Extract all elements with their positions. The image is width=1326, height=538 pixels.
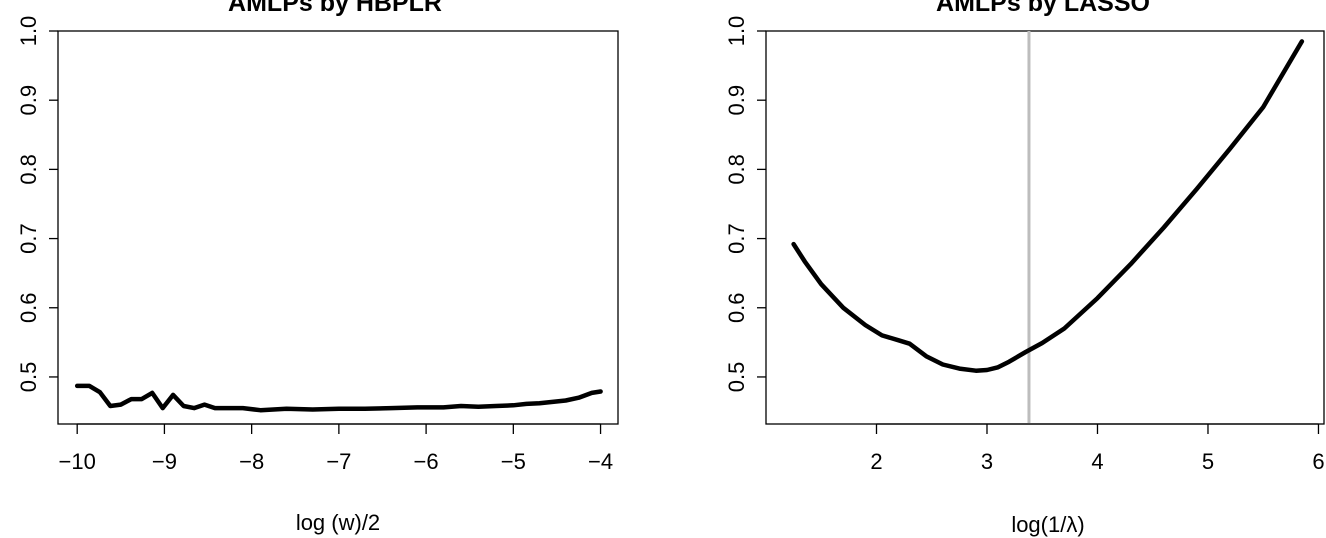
x-axis: 2 3 4 5 6 (870, 423, 1325, 474)
y-tick-label: 0.9 (16, 85, 41, 116)
x-tick-label: 2 (870, 449, 882, 474)
plot-frame (57, 30, 619, 425)
y-tick-label: 0.8 (724, 154, 749, 185)
y-tick-label: 0.6 (16, 292, 41, 323)
series-line (791, 39, 1305, 373)
x-tick-label: 3 (981, 449, 993, 474)
panel-hbplr: AMLPs by HBPLR 0.50.60.70.80.91.0 −10 −9−… (16, 0, 619, 535)
x-axis-label: log (w)/2 (296, 510, 380, 535)
x-tick-label: −6 (414, 449, 439, 474)
x-tick-label: −8 (239, 449, 264, 474)
chart-title: AMLPs by LASSO (936, 0, 1150, 17)
y-tick-label: 0.5 (16, 362, 41, 393)
x-tick-label: −9 (152, 449, 177, 474)
y-tick-label: 0.7 (724, 223, 749, 254)
y-tick-label: 0.6 (724, 292, 749, 323)
x-tick-label: 4 (1091, 449, 1103, 474)
x-tick-label: −10 (59, 449, 96, 474)
y-tick-label: 0.9 (724, 85, 749, 116)
x-tick-label: −7 (326, 449, 351, 474)
y-tick-label: 1.0 (724, 16, 749, 47)
x-tick-label: −4 (588, 449, 613, 474)
series-group (74, 383, 603, 413)
series-line (74, 383, 603, 413)
x-tick-label: 6 (1312, 449, 1324, 474)
x-axis-label: log(1/λ) (1011, 512, 1084, 537)
y-tick-label: 1.0 (16, 16, 41, 47)
y-tick-label: 0.7 (16, 223, 41, 254)
y-tick-label: 0.8 (16, 154, 41, 185)
x-tick-label: −5 (501, 449, 526, 474)
x-axis: −10 −9 −8 −7 −6 −5 −4 (59, 423, 613, 474)
y-axis: 0.5 0.6 0.7 0.8 0.9 1.0 (724, 16, 766, 393)
chart-title: AMLPs by HBPLR (228, 0, 442, 17)
y-tick-label: 0.5 (724, 362, 749, 393)
plot-frame (765, 30, 1325, 425)
series-group (791, 39, 1305, 373)
y-axis: 0.5 0.6 0.7 0.8 0.9 1.0 (16, 16, 58, 393)
x-tick-label: 5 (1202, 449, 1214, 474)
